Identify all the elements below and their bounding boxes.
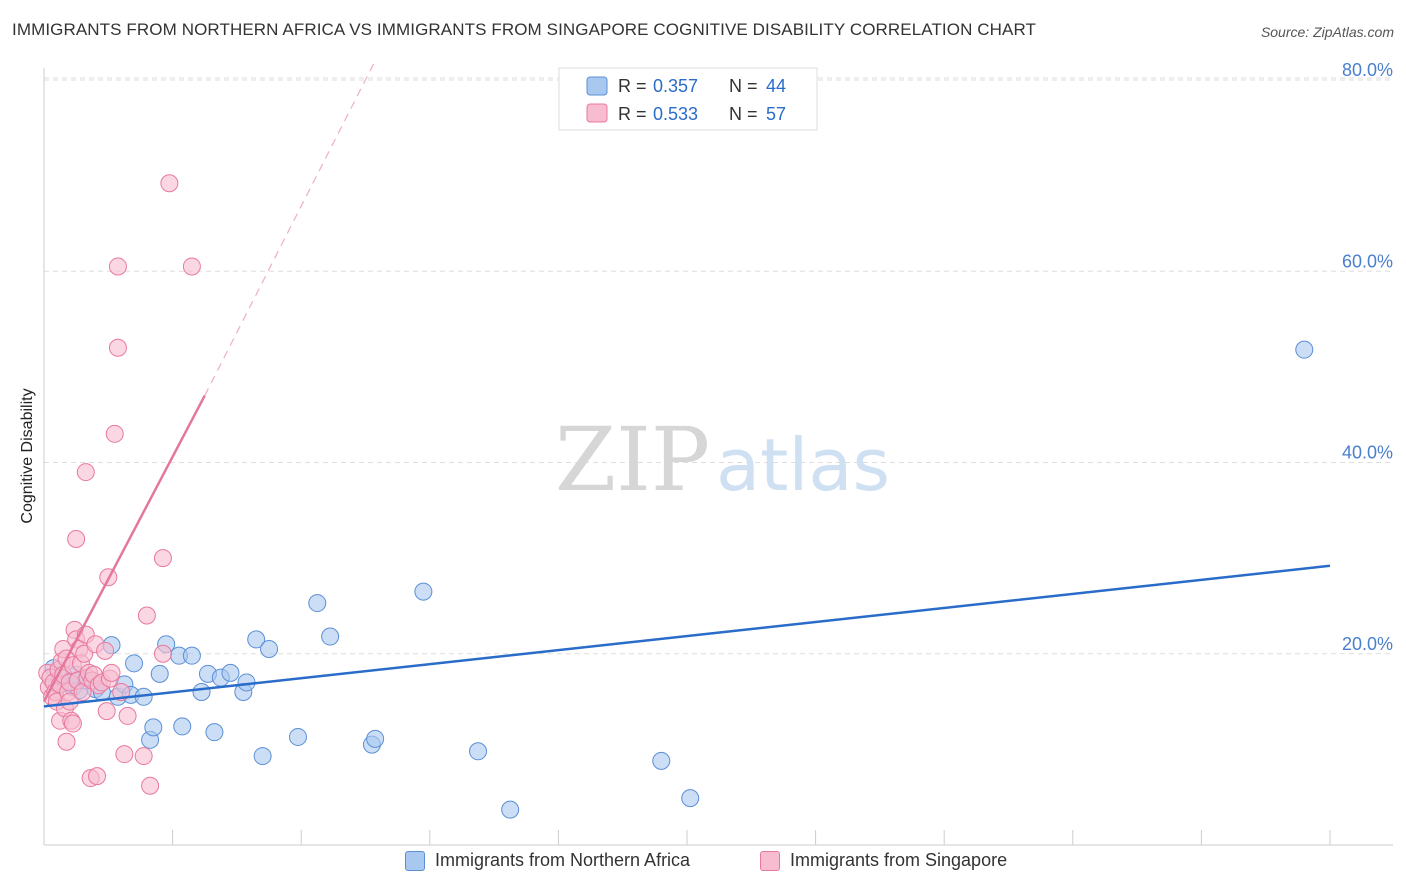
data-point-singapore — [108, 338, 127, 357]
data-point-northern-africa — [308, 594, 327, 613]
data-point-northern-africa — [173, 717, 192, 736]
legend-n-label: N = — [729, 76, 758, 96]
data-point-singapore — [76, 463, 95, 482]
data-point-northern-africa — [182, 646, 201, 665]
trend-lines — [42, 60, 1331, 708]
chart-title: IMMIGRANTS FROM NORTHERN AFRICA VS IMMIG… — [12, 20, 1037, 39]
data-point-singapore — [182, 257, 201, 276]
data-point-singapore — [118, 706, 137, 725]
watermark-zip: ZIP — [555, 408, 710, 511]
data-point-northern-africa — [501, 800, 520, 819]
legend-swatch-blue — [586, 76, 608, 96]
data-point-northern-africa — [260, 639, 279, 658]
data-point-northern-africa — [221, 663, 240, 682]
y-tick-label: 40.0% — [1342, 443, 1393, 463]
legend-swatch-blue — [405, 850, 425, 871]
gridlines — [44, 77, 1393, 655]
data-point-singapore — [153, 549, 172, 568]
data-point-singapore — [97, 702, 116, 721]
chart-plot: ZIP atlas 20.0%40.0%60.0%80.0% 0.0%40.0%… — [38, 60, 1393, 846]
data-point-singapore — [57, 732, 76, 751]
data-point-northern-africa — [192, 683, 211, 701]
legend-r-value: 0.357 — [653, 76, 698, 96]
data-point-northern-africa — [247, 630, 266, 649]
data-point-northern-africa — [1295, 340, 1314, 359]
legend-r-value: 0.533 — [653, 104, 698, 124]
data-point-singapore — [153, 644, 172, 663]
data-point-singapore — [88, 767, 107, 786]
data-point-northern-africa — [125, 654, 144, 673]
data-point-singapore — [137, 606, 156, 625]
data-point-singapore — [96, 641, 115, 660]
data-point-singapore — [115, 745, 134, 764]
legend-r-label: R = — [618, 104, 647, 124]
watermark: ZIP atlas — [555, 408, 890, 511]
legend-label-singapore: Immigrants from Singapore — [790, 850, 1008, 870]
trend-line-northern-africa — [43, 564, 1331, 708]
legend-r-label: R = — [618, 76, 647, 96]
y-tick-label: 60.0% — [1342, 251, 1393, 271]
data-point-northern-africa — [414, 582, 433, 601]
legend-bottom: Immigrants from Northern Africa Immigran… — [0, 850, 1406, 878]
data-point-singapore — [141, 776, 160, 795]
y-tick-label: 80.0% — [1342, 60, 1393, 80]
data-point-singapore — [105, 424, 124, 443]
data-point-northern-africa — [150, 664, 169, 683]
data-point-northern-africa — [681, 789, 700, 808]
trend-line-singapore — [42, 394, 206, 703]
data-point-northern-africa — [253, 747, 272, 766]
data-point-singapore — [102, 663, 121, 682]
y-tick-labels: 20.0% 40.0% 60.0% 80.0% — [1342, 60, 1393, 654]
x-ticks — [43, 830, 1331, 845]
data-point-northern-africa — [469, 742, 488, 761]
legend-label-northern-africa: Immigrants from Northern Africa — [435, 850, 691, 870]
data-point-singapore — [134, 747, 153, 766]
watermark-atlas: atlas — [716, 423, 890, 507]
data-point-northern-africa — [205, 723, 224, 742]
source-label: Source: ZipAtlas.com — [1260, 24, 1394, 40]
legend-n-value: 57 — [766, 104, 786, 124]
legend-n-label: N = — [729, 104, 758, 124]
data-point-singapore — [160, 174, 179, 193]
data-point-singapore — [63, 714, 82, 733]
legend-swatch-pink — [586, 103, 608, 123]
legend-item-singapore: Immigrants from Singapore — [760, 850, 1007, 871]
data-point-northern-africa — [366, 729, 385, 748]
trend-line-singapore-extension — [204, 60, 376, 396]
legend-swatch-pink — [760, 850, 780, 871]
data-point-northern-africa — [652, 751, 671, 770]
y-tick-label: 20.0% — [1342, 634, 1393, 654]
legend-top: R = 0.357 N = 44 R = 0.533 N = 57 — [558, 67, 818, 131]
data-point-northern-africa — [144, 718, 163, 737]
data-point-northern-africa — [288, 727, 307, 746]
axes — [43, 68, 1393, 846]
data-point-northern-africa — [321, 627, 340, 646]
legend-item-northern-africa: Immigrants from Northern Africa — [405, 850, 690, 871]
legend-n-value: 44 — [766, 76, 786, 96]
data-point-singapore — [67, 530, 86, 548]
data-point-singapore — [108, 257, 127, 276]
